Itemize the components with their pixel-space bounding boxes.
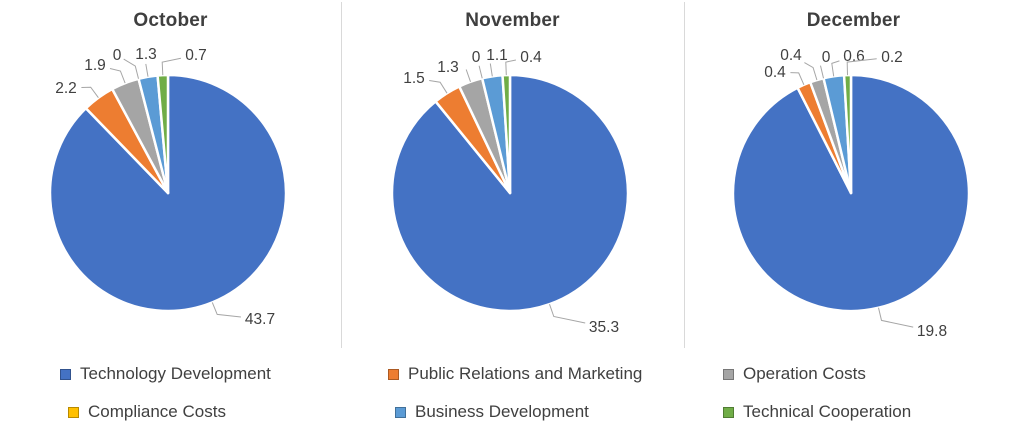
- legend-swatch-business-development: [395, 406, 406, 418]
- panel-divider: [684, 2, 685, 348]
- legend-item-compliance-costs: Compliance Costs: [68, 400, 226, 424]
- legend-item-technology-development: Technology Development: [60, 362, 271, 386]
- leader-line: [505, 59, 517, 76]
- panel-divider: [341, 2, 342, 348]
- legend-swatch-technical-cooperation: [723, 406, 734, 418]
- data-label: 0.4: [780, 47, 802, 64]
- data-label: 19.8: [917, 323, 947, 340]
- data-label: 1.9: [84, 57, 106, 74]
- leader-line: [465, 69, 471, 82]
- pie-chart-november: 35.3 1.5 1.3 0 1.1 0.4: [390, 47, 630, 336]
- data-label: 1.1: [486, 47, 508, 64]
- leader-line: [161, 57, 182, 76]
- legend-swatch-compliance-costs: [68, 406, 79, 418]
- data-label: 0: [113, 47, 122, 64]
- leader-line: [831, 60, 840, 77]
- leader-line: [820, 65, 824, 79]
- legend-label: Public Relations and Marketing: [408, 364, 643, 383]
- leader-line: [790, 72, 805, 86]
- chart-title-november: November: [465, 10, 560, 31]
- data-label: 0.7: [185, 47, 207, 64]
- leader-line: [846, 58, 877, 76]
- leader-line: [429, 80, 448, 94]
- data-label: 0.4: [764, 64, 786, 81]
- chart-panel-november: 35.3 1.5 1.3 0 1.1 0.4 November: [342, 0, 683, 348]
- data-label: 0.4: [520, 49, 542, 66]
- pie-chart-october: 43.7 2.2 1.9 0 1.3 0.7: [48, 46, 288, 328]
- data-label: 1.5: [403, 70, 425, 87]
- data-label: 43.7: [245, 311, 275, 328]
- data-label: 0: [822, 49, 831, 66]
- leader-line: [549, 304, 586, 324]
- leader-line: [478, 65, 483, 79]
- legend-item-technical-cooperation: Technical Cooperation: [723, 400, 911, 424]
- leader-line: [81, 86, 99, 98]
- chart-title-october: October: [133, 10, 208, 31]
- pie-chart-december: 19.8 0.40.4 0 0.6 0.2: [731, 47, 971, 340]
- data-label: 0.2: [881, 49, 903, 66]
- data-label: 2.2: [55, 80, 77, 97]
- chart-panel-october: 43.7 2.2 1.9 0 1.3 0.7 October: [0, 0, 341, 348]
- legend-item-operation-costs: Operation Costs: [723, 362, 866, 386]
- chart-title-december: December: [806, 10, 901, 31]
- leader-line: [211, 302, 241, 318]
- legend-label: Technical Cooperation: [743, 402, 912, 421]
- leader-line: [804, 62, 818, 81]
- legend-swatch-operation-costs: [723, 368, 734, 380]
- data-label: 0.6: [843, 48, 865, 65]
- leader-line: [145, 63, 149, 77]
- data-label: 1.3: [135, 46, 157, 63]
- legend-item-business-development: Business Development: [395, 400, 589, 424]
- legend-label: Business Development: [415, 402, 589, 421]
- pie-slice-technology-development: [390, 73, 630, 313]
- chart-panel-december: 19.8 0.4 0.4 0 0.6 0.2 December: [683, 0, 1024, 348]
- leader-line: [489, 63, 493, 77]
- legend-swatch-technology-development: [60, 368, 71, 380]
- data-label: 35.3: [589, 319, 619, 336]
- leader-line: [109, 68, 126, 84]
- legend-item-public-relations-and-marketing: Public Relations and Marketing: [388, 362, 642, 386]
- leader-line: [878, 307, 914, 328]
- legend-label: Compliance Costs: [88, 402, 226, 421]
- leader-line: [123, 58, 139, 79]
- legend-label: Technology Development: [80, 364, 271, 383]
- legend-swatch-public-relations-and-marketing: [388, 368, 399, 380]
- data-label: 0: [472, 49, 481, 66]
- pie-slice-technical-cooperation: [156, 73, 170, 195]
- legend-label: Operation Costs: [743, 364, 866, 383]
- data-label: 1.3: [437, 59, 459, 76]
